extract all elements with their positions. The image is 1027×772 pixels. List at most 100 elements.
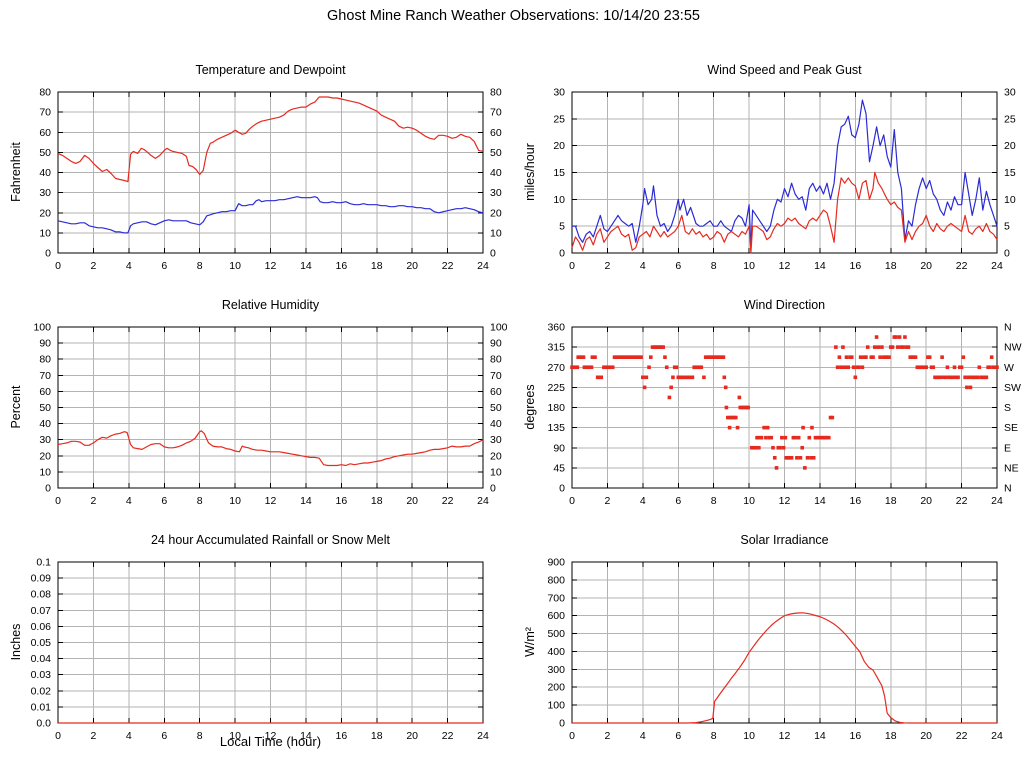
svg-text:22: 22 bbox=[956, 730, 968, 742]
svg-text:10: 10 bbox=[743, 730, 755, 742]
svg-text:400: 400 bbox=[547, 646, 565, 658]
svg-text:0.1: 0.1 bbox=[36, 557, 51, 569]
svg-text:18: 18 bbox=[371, 495, 383, 507]
svg-text:60: 60 bbox=[490, 386, 502, 398]
svg-text:90: 90 bbox=[39, 338, 51, 350]
svg-text:8: 8 bbox=[711, 730, 717, 742]
svg-text:6: 6 bbox=[675, 260, 681, 272]
svg-text:300: 300 bbox=[547, 664, 565, 676]
svg-text:10: 10 bbox=[229, 730, 241, 742]
y-axis-label: Percent bbox=[9, 385, 23, 429]
svg-text:700: 700 bbox=[547, 592, 565, 604]
svg-text:6: 6 bbox=[161, 495, 167, 507]
svg-text:24: 24 bbox=[477, 495, 489, 507]
svg-text:16: 16 bbox=[335, 730, 347, 742]
svg-text:20: 20 bbox=[1004, 140, 1016, 152]
svg-text:2: 2 bbox=[604, 260, 610, 272]
svg-text:70: 70 bbox=[39, 107, 51, 119]
svg-text:10: 10 bbox=[39, 227, 51, 239]
svg-text:20: 20 bbox=[406, 495, 418, 507]
svg-text:24: 24 bbox=[991, 730, 1003, 742]
svg-text:0: 0 bbox=[55, 730, 61, 742]
svg-text:0: 0 bbox=[559, 718, 565, 730]
chart-title: 24 hour Accumulated Rainfall or Snow Mel… bbox=[150, 533, 390, 547]
svg-text:20: 20 bbox=[920, 730, 932, 742]
svg-text:60: 60 bbox=[490, 127, 502, 139]
svg-text:25: 25 bbox=[553, 113, 565, 125]
svg-text:4: 4 bbox=[640, 730, 646, 742]
svg-text:E: E bbox=[1004, 442, 1011, 454]
svg-text:14: 14 bbox=[814, 260, 826, 272]
y-axis-label: Inches bbox=[9, 623, 23, 661]
svg-text:40: 40 bbox=[490, 418, 502, 430]
svg-text:10: 10 bbox=[1004, 194, 1016, 206]
svg-text:24: 24 bbox=[477, 730, 489, 742]
svg-text:12: 12 bbox=[265, 260, 277, 272]
svg-text:6: 6 bbox=[675, 495, 681, 507]
svg-text:24: 24 bbox=[991, 495, 1003, 507]
svg-text:16: 16 bbox=[335, 260, 347, 272]
svg-text:50: 50 bbox=[490, 402, 502, 414]
svg-text:16: 16 bbox=[849, 495, 861, 507]
svg-text:40: 40 bbox=[39, 418, 51, 430]
svg-text:S: S bbox=[1004, 402, 1011, 414]
svg-text:4: 4 bbox=[126, 260, 132, 272]
svg-text:14: 14 bbox=[814, 730, 826, 742]
svg-text:10: 10 bbox=[490, 227, 502, 239]
svg-text:70: 70 bbox=[490, 107, 502, 119]
svg-text:22: 22 bbox=[442, 730, 454, 742]
svg-text:14: 14 bbox=[814, 495, 826, 507]
svg-text:0.08: 0.08 bbox=[31, 589, 52, 601]
y-axis-label: Fahrenheit bbox=[9, 142, 23, 202]
svg-text:6: 6 bbox=[161, 730, 167, 742]
svg-text:SE: SE bbox=[1004, 422, 1018, 434]
svg-text:16: 16 bbox=[335, 495, 347, 507]
svg-text:0: 0 bbox=[559, 248, 565, 260]
svg-text:N: N bbox=[1004, 322, 1012, 334]
svg-text:12: 12 bbox=[265, 730, 277, 742]
svg-text:0: 0 bbox=[55, 260, 61, 272]
y-axis-label: W/m² bbox=[523, 627, 537, 657]
svg-text:0: 0 bbox=[45, 248, 51, 260]
svg-text:16: 16 bbox=[849, 260, 861, 272]
chart-temperature-dewpoint: 0 2 4 6 8 10 12 14 16 18 20 22 24 0 0 10 10 20 20 30 30 40 40 5… bbox=[0, 58, 513, 293]
svg-text:6: 6 bbox=[161, 260, 167, 272]
svg-text:360: 360 bbox=[547, 322, 565, 334]
svg-text:30: 30 bbox=[39, 187, 51, 199]
svg-text:80: 80 bbox=[490, 354, 502, 366]
svg-text:12: 12 bbox=[779, 260, 791, 272]
svg-text:0.07: 0.07 bbox=[31, 605, 52, 617]
svg-text:50: 50 bbox=[490, 147, 502, 159]
svg-text:0: 0 bbox=[490, 248, 496, 260]
svg-text:0: 0 bbox=[559, 483, 565, 495]
svg-text:4: 4 bbox=[126, 495, 132, 507]
y-axis-label: degrees bbox=[523, 384, 537, 430]
svg-text:30: 30 bbox=[490, 187, 502, 199]
page-title: Ghost Mine Ranch Weather Observations: 1… bbox=[327, 8, 700, 24]
svg-text:90: 90 bbox=[490, 338, 502, 350]
svg-text:8: 8 bbox=[197, 730, 203, 742]
svg-text:10: 10 bbox=[743, 260, 755, 272]
svg-text:10: 10 bbox=[553, 194, 565, 206]
svg-text:10: 10 bbox=[229, 495, 241, 507]
svg-text:2: 2 bbox=[90, 260, 96, 272]
svg-text:70: 70 bbox=[39, 370, 51, 382]
svg-text:24: 24 bbox=[477, 260, 489, 272]
svg-text:18: 18 bbox=[885, 260, 897, 272]
svg-text:4: 4 bbox=[640, 495, 646, 507]
svg-text:100: 100 bbox=[33, 322, 51, 334]
svg-text:50: 50 bbox=[39, 147, 51, 159]
svg-text:25: 25 bbox=[1004, 113, 1016, 125]
svg-text:0.04: 0.04 bbox=[31, 653, 52, 665]
svg-text:0.03: 0.03 bbox=[31, 669, 52, 681]
svg-text:2: 2 bbox=[90, 730, 96, 742]
svg-text:22: 22 bbox=[442, 260, 454, 272]
svg-text:22: 22 bbox=[956, 260, 968, 272]
chart-title: Relative Humidity bbox=[221, 298, 320, 312]
svg-text:20: 20 bbox=[553, 140, 565, 152]
svg-text:80: 80 bbox=[39, 87, 51, 99]
svg-text:14: 14 bbox=[300, 730, 312, 742]
